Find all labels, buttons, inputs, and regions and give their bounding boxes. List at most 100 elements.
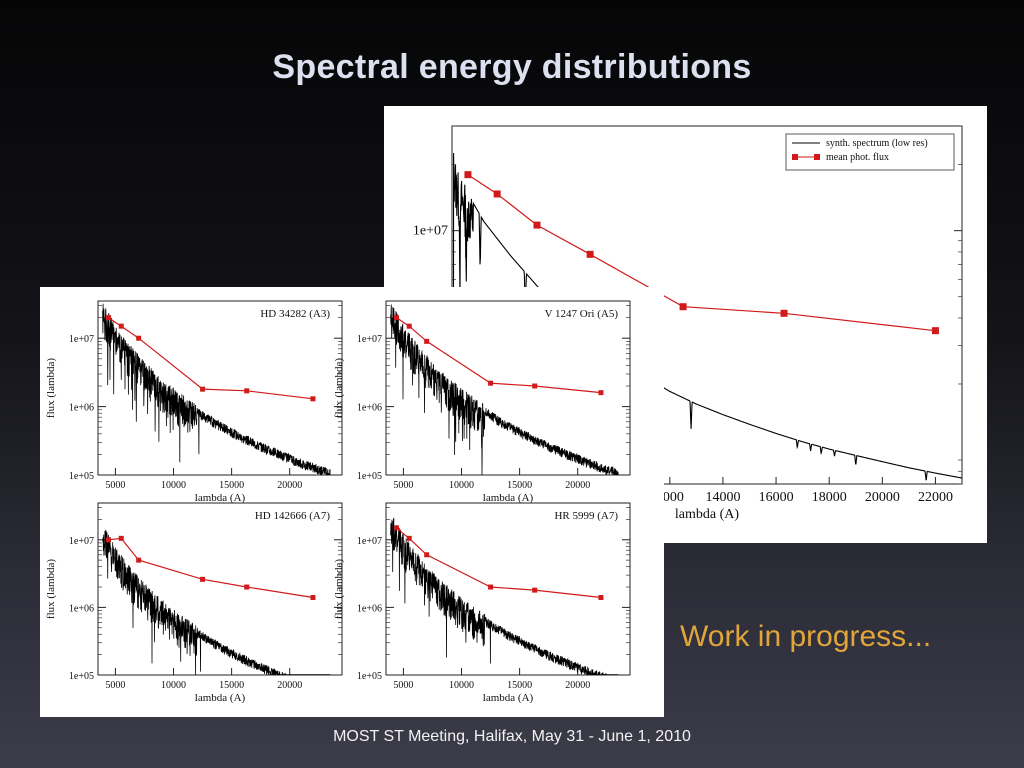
hd34282-photometry-point [244,388,250,394]
hd34282-photometry-point [200,386,206,392]
v1247-spectrum-line [390,304,619,475]
main-photometry-point [586,250,594,258]
hd142666-y-tick-label: 1e+06 [69,603,94,614]
v1247-y-tick-label: 1e+05 [357,471,382,482]
hd142666-x-axis-label: lambda (A) [195,692,246,704]
main-x-tick-label: 14000 [705,490,740,505]
hd34282-photometry-point [118,323,124,329]
hr5999-y-axis-label: flux (lambda) [333,559,345,620]
main-legend-label: mean phot. flux [826,152,889,163]
v1247-y-tick-label: 1e+07 [357,334,382,345]
v1247-photometry-point [598,390,604,396]
hd142666-plot-area [102,529,331,675]
hd142666-x-tick-label: 20000 [277,680,302,691]
main-x-tick-label: 18000 [812,490,847,505]
hr5999-y-tick-label: 1e+05 [357,671,382,682]
v1247-x-axis-label: lambda (A) [483,492,534,504]
main-spectrum-line [452,152,962,484]
v1247-photometry-point [406,323,412,329]
hr5999-x-axis-label: lambda (A) [483,692,534,704]
hd142666-photometry-point [105,537,111,543]
v1247-x-tick-label: 15000 [507,480,532,491]
hd142666-plot-frame [97,502,343,676]
main-legend-marker [814,154,820,160]
star-sed-grid: 1e+05 1e+06 1e+07 5000 10000 15000 20000 lambda… [40,287,664,717]
hr5999-x-tick-label: 10000 [449,680,474,691]
hd142666-photometry-point [118,535,124,541]
hr5999-photometry-point [424,552,430,558]
hd142666-photometry-point [136,557,142,563]
v1247-plot-frame [385,300,631,476]
main-plot-area [452,152,962,484]
hr5999-photometry-point [488,584,494,590]
hr5999-photometry-point [393,525,399,531]
main-photometry-point [533,221,541,229]
main-photometry-point [493,190,501,198]
hd34282-x-axis-label: lambda (A) [195,492,246,504]
hr5999-x-tick-label: 20000 [565,680,590,691]
hd142666-y-tick-label: 1e+05 [69,671,94,682]
hd142666-photometry-point [310,595,316,601]
hd142666-y-axis-label: flux (lambda) [45,559,57,620]
hd34282-spectrum-line [102,303,331,475]
main-x-tick-label: 22000 [918,490,953,505]
hd142666-x-tick-label: 15000 [219,680,244,691]
hr5999-photometry-point [598,595,604,601]
main-legend [785,133,955,171]
v1247-chart-title: V 1247 Ori (A5) [545,308,619,320]
v1247-photometry-point [424,338,430,344]
main-x-axis-label: lambda (A) [675,507,739,522]
v1247-plot-area [390,304,619,475]
hd34282-y-tick-label: 1e+07 [69,334,94,345]
main-legend-label: synth. spectrum (low res) [826,138,928,149]
hd34282-photometry-point [105,315,111,321]
hd142666-photometry-point [200,576,206,582]
hd34282-photometry-point [310,396,316,402]
hd142666-chart-title: HD 142666 (A7) [255,510,330,522]
hr5999-x-tick-label: 5000 [393,680,413,691]
hd34282-plot-frame [97,300,343,476]
hr5999-photometry-point [532,587,538,593]
main-y-tick-label: 1e+07 [413,224,448,239]
hd34282-y-tick-label: 1e+05 [69,471,94,482]
hd142666-photometry-point [244,584,250,590]
v1247-photometry-point [532,383,538,389]
main-photometry-point [931,327,939,335]
hd34282-x-tick-label: 5000 [105,480,125,491]
hd34282-plot-area [102,303,331,475]
progress-note: Work in progress... [680,620,932,653]
hd34282-x-tick-label: 20000 [277,480,302,491]
slide-title: Spectral energy distributions [272,48,752,86]
v1247-photometry-point [393,315,399,321]
v1247-x-tick-label: 10000 [449,480,474,491]
hr5999-y-tick-label: 1e+06 [357,603,382,614]
v1247-photometry-line [396,317,602,394]
hd142666-spectrum-line [102,529,331,675]
hr5999-chart-title: HR 5999 (A7) [554,510,618,522]
hd34282-photometry-point [136,335,142,341]
hd142666-x-tick-label: 5000 [105,680,125,691]
hr5999-y-tick-label: 1e+07 [357,536,382,547]
hr5999-plot-area [390,517,619,675]
hr5999-plot-frame [385,502,631,676]
main-photometry-point [679,303,687,311]
hd34282-y-tick-label: 1e+06 [69,403,94,414]
hr5999-photometry-line [396,527,602,599]
main-photometry-point [780,309,788,317]
main-x-tick-label: 16000 [759,490,794,505]
v1247-y-axis-label: flux (lambda) [333,358,345,419]
hd34282-y-axis-label: flux (lambda) [45,358,57,419]
main-photometry-point [464,171,472,179]
v1247-x-tick-label: 5000 [393,480,413,491]
hr5999-photometry-point [406,535,412,541]
hr5999-x-tick-label: 15000 [507,680,532,691]
main-legend-marker [792,154,798,160]
main-x-tick-label: 20000 [865,490,900,505]
hr5999-spectrum-line [390,517,619,675]
star-sed-grid-svg: 1e+05 1e+06 1e+07 5000 10000 15000 20000 lambda… [45,300,631,704]
v1247-photometry-point [488,380,494,386]
hd34282-x-tick-label: 15000 [219,480,244,491]
hd34282-chart-title: HD 34282 (A3) [260,308,330,320]
v1247-x-tick-label: 20000 [565,480,590,491]
